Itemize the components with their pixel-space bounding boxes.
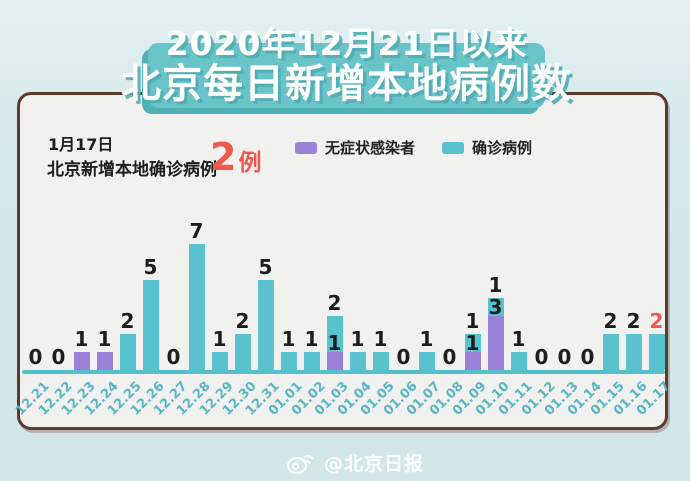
bar-value-label: 1 [350, 327, 365, 351]
bar-value-label: 1 [212, 327, 227, 351]
bar-segment-confirmed [602, 334, 619, 370]
bar-value-label: 2 [603, 309, 618, 333]
bar-value-label: 0 [580, 345, 595, 369]
bar-value-label: 7 [189, 219, 204, 243]
bar-segment-confirmed [257, 280, 274, 370]
bar-segment-asymptomatic [326, 352, 343, 370]
bar-segment-confirmed [280, 352, 297, 370]
legend-label-asymptomatic: 无症状感染者 [325, 139, 416, 157]
bar-value-label: 1 [511, 327, 526, 351]
bar-segment-confirmed [418, 352, 435, 370]
watermark-text: @北京日报 [324, 453, 425, 475]
bar-segment-confirmed [648, 334, 665, 370]
bar-value-label: 0 [51, 345, 66, 369]
bar-segment-asymptomatic [464, 352, 481, 370]
bar-value-label: 1 [281, 327, 296, 351]
legend-swatch-asymptomatic [295, 141, 317, 154]
bar-segment-asymptomatic [487, 316, 504, 370]
title-line1: 2020年12月21日以来 [165, 24, 528, 63]
bar-segment-confirmed [349, 352, 366, 370]
bar-segment-confirmed [142, 280, 159, 370]
bar-value-label: 1 [304, 327, 319, 351]
header-count: 2 例 [210, 137, 261, 177]
bar-value-label: 5 [143, 255, 158, 279]
bar-value-label: 1 [74, 327, 89, 351]
bar-value-label: 2 [649, 309, 664, 333]
chart-panel: 1月17日 北京新增本地确诊病例 2 例 无症状感染者 确诊病例 0 12.21 0… [12, 92, 673, 430]
bar-value-label: 2 [626, 309, 641, 333]
watermark: @北京日报 [286, 449, 424, 476]
bar-segment-confirmed [464, 334, 481, 352]
bar-value-label: 2 [120, 309, 135, 333]
bar-segment-confirmed [510, 352, 527, 370]
bar-value-label: 0 [534, 345, 549, 369]
legend-label-confirmed: 确诊病例 [472, 139, 533, 157]
title-line2: 北京每日新增本地病例数 [121, 61, 572, 107]
bar-value-label: 2 [235, 309, 250, 333]
bar-segment-asymptomatic [96, 352, 113, 370]
bar-value-label: 0 [166, 345, 181, 369]
bar-value-label: 2 [327, 291, 342, 315]
bar-chart: 0 12.21 0 12.22 1 12.23 1 12.24 2 12.25 5 12.26 0 12.… [12, 95, 673, 427]
bar-segment-confirmed [119, 334, 136, 370]
legend-item-asymptomatic: 无症状感染者 [295, 137, 415, 158]
weibo-icon [287, 454, 314, 474]
bar-segment-label: 3 [488, 295, 503, 319]
bar-value-label: 0 [557, 345, 572, 369]
bar-value-label: 1 [97, 327, 112, 351]
title-banner: 2020年12月21日以来 北京每日新增本地病例数 [121, 26, 571, 108]
x-axis-line [22, 370, 665, 374]
bar-value-label: 1 [419, 327, 434, 351]
bar-value-label: 0 [396, 345, 411, 369]
bar-segment-confirmed [487, 298, 504, 316]
bar-segment-confirmed [625, 334, 642, 370]
header-date: 1月17日 [48, 135, 114, 154]
bar-segment-confirmed [372, 352, 389, 370]
bar-segment-confirmed [326, 316, 343, 352]
legend-swatch-confirmed [442, 141, 464, 154]
bar-segment-label: 1 [465, 331, 480, 355]
bar-segment-confirmed [211, 352, 228, 370]
bar-value-label: 1 [373, 327, 388, 351]
bar-segment-label: 1 [327, 331, 342, 355]
bar-segment-confirmed [234, 334, 251, 370]
legend-item-confirmed: 确诊病例 [442, 137, 532, 158]
bar-segment-confirmed [188, 244, 205, 370]
title-text: 2020年12月21日以来 北京每日新增本地病例数 [121, 24, 572, 107]
bar-value-label: 0 [442, 345, 457, 369]
bar-value-label: 1 [465, 309, 480, 333]
header-label: 北京新增本地确诊病例 [47, 160, 217, 180]
bar-value-label: 1 [488, 273, 503, 297]
header-count-unit: 例 [238, 150, 262, 176]
bar-segment-confirmed [303, 352, 320, 370]
bar-value-label: 0 [28, 345, 43, 369]
bar-value-label: 5 [258, 255, 273, 279]
bar-segment-asymptomatic [73, 352, 90, 370]
header-count-number: 2 [210, 135, 237, 179]
